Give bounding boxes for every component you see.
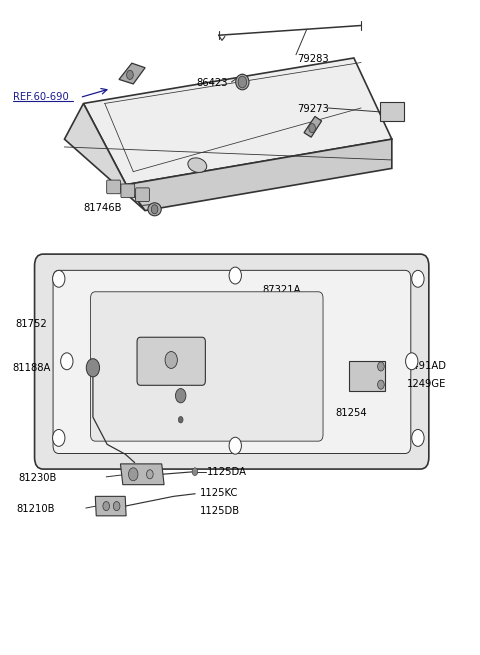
Text: 1125KC: 1125KC [200, 488, 238, 498]
Circle shape [151, 205, 158, 214]
Text: 87321A: 87321A [263, 286, 301, 295]
Text: 1491AD: 1491AD [407, 362, 447, 371]
Circle shape [179, 417, 183, 423]
Circle shape [229, 438, 241, 454]
FancyBboxPatch shape [137, 337, 205, 385]
Circle shape [146, 470, 153, 479]
Circle shape [53, 430, 65, 446]
Circle shape [192, 468, 198, 476]
Polygon shape [380, 102, 404, 121]
Polygon shape [84, 58, 392, 185]
Polygon shape [120, 464, 164, 485]
Circle shape [53, 271, 65, 288]
Circle shape [86, 359, 99, 377]
Text: 79273: 79273 [297, 104, 329, 114]
Text: 81746B: 81746B [84, 203, 122, 213]
Circle shape [113, 502, 120, 511]
Polygon shape [126, 139, 392, 211]
Polygon shape [96, 496, 126, 516]
FancyBboxPatch shape [53, 271, 411, 453]
Text: 86590: 86590 [157, 416, 189, 426]
Polygon shape [119, 63, 145, 84]
Text: 86423: 86423 [196, 79, 228, 88]
Text: 81752: 81752 [15, 319, 47, 329]
FancyBboxPatch shape [107, 180, 120, 194]
Circle shape [238, 76, 247, 88]
Ellipse shape [188, 158, 207, 172]
Circle shape [412, 271, 424, 288]
Circle shape [60, 353, 73, 369]
Ellipse shape [236, 74, 249, 90]
Text: 1125DA: 1125DA [207, 467, 247, 477]
Text: 1125DB: 1125DB [200, 506, 240, 515]
FancyBboxPatch shape [121, 184, 135, 198]
FancyBboxPatch shape [91, 291, 323, 441]
FancyBboxPatch shape [136, 188, 149, 202]
Circle shape [165, 352, 178, 368]
Text: 81254: 81254 [335, 408, 367, 419]
Polygon shape [64, 103, 145, 211]
Polygon shape [304, 117, 322, 137]
Ellipse shape [148, 203, 161, 215]
Text: REF.60-690: REF.60-690 [13, 92, 69, 102]
Circle shape [103, 502, 109, 511]
Text: 1249GE: 1249GE [407, 379, 446, 389]
Circle shape [229, 267, 241, 284]
Circle shape [309, 124, 315, 133]
Text: 81188A: 81188A [12, 364, 51, 373]
FancyBboxPatch shape [35, 254, 429, 469]
Circle shape [127, 70, 133, 79]
Polygon shape [349, 362, 384, 391]
Circle shape [378, 380, 384, 389]
Circle shape [406, 353, 418, 369]
Text: 81230B: 81230B [18, 473, 56, 483]
Text: 81210B: 81210B [16, 504, 55, 514]
Circle shape [176, 388, 186, 403]
Polygon shape [43, 266, 420, 457]
Text: 79283: 79283 [297, 54, 328, 64]
Circle shape [378, 362, 384, 371]
Circle shape [129, 468, 138, 481]
Circle shape [412, 430, 424, 446]
